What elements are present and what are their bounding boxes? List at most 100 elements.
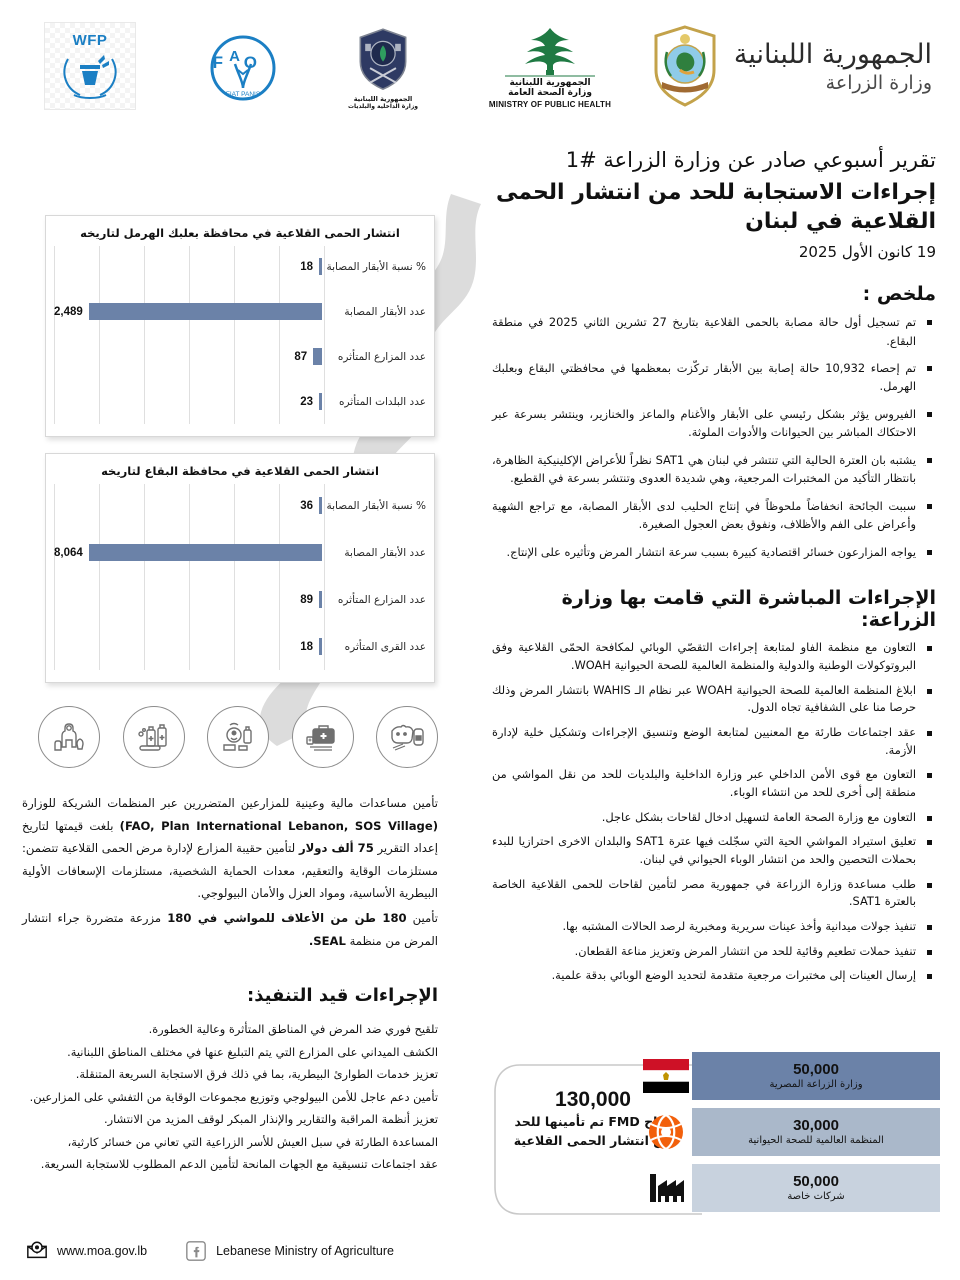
livestock-feed-icon bbox=[376, 706, 438, 768]
vaccine-source-row: 50,000 شركات خاصة bbox=[640, 1164, 940, 1212]
list-item: طلب مساعدة وزارة الزراعة في جمهورية مصر … bbox=[492, 876, 936, 911]
chart1-val-1: 2,489 bbox=[54, 305, 83, 318]
list-item: التعاون مع وزارة الصحة العامة لتسهيل ادخ… bbox=[492, 809, 936, 827]
chart1-barwrap-2: 87 bbox=[54, 344, 322, 370]
list-item: الكشف الميداني على المزارع التي يتم التب… bbox=[67, 1044, 438, 1059]
mail-globe-icon bbox=[27, 1241, 47, 1259]
moph-caption-en: MINISTRY OF PUBLIC HEALTH bbox=[488, 99, 612, 109]
chart1-val-3: 23 bbox=[300, 395, 313, 408]
medicine-bottles-icon bbox=[122, 706, 185, 768]
list-item: تعليق استيراد المواشي الحية التي سجّلت ف… bbox=[492, 833, 936, 868]
chart1-bar-0 bbox=[319, 258, 322, 275]
fao-motto: FIAT PANIS bbox=[226, 91, 261, 98]
support-paragraph-1: تأمين مساعدات مالية وعينية للمزارعين الم… bbox=[22, 792, 438, 905]
chart2-plot: % نسبة الأبقار المصابة 36 عدد الأبقار ال… bbox=[46, 482, 434, 676]
chart1-barwrap-1: 2,489 bbox=[54, 299, 322, 325]
chart1-cat-0: % نسبة الأبقار المصابة bbox=[326, 260, 426, 273]
vaccine-source-name: المنظمة العالمية للصحة الحيوانية bbox=[748, 1135, 884, 1147]
list-item: التعاون مع قوى الأمن الداخلي عبر وزارة ا… bbox=[492, 766, 936, 801]
chart2-val-3: 18 bbox=[300, 640, 313, 653]
list-item: يشتبه بان العترة الحالية التي تنتشر في ل… bbox=[492, 451, 936, 488]
chart2-title: انتشار الحمى القلاعية في محافظة البقاع ل… bbox=[101, 464, 379, 478]
fao-emblem-icon: F A O FIAT PANIS bbox=[210, 35, 276, 101]
chart2-barwrap-0: 36 bbox=[54, 493, 322, 519]
chart2-val-1: 8,064 bbox=[54, 546, 83, 559]
list-item: عقد اجتماعات تنسيقية مع الجهات المانحة ل… bbox=[40, 1157, 438, 1172]
vaccine-bar-woah: 30,000 المنظمة العالمية للصحة الحيوانية bbox=[692, 1108, 940, 1156]
chart1-bar-3 bbox=[319, 393, 322, 410]
support-p1-post: لتأمين حقيبة المزارع لإدارة مرض الحمى ال… bbox=[22, 841, 438, 901]
first-aid-kit-icon bbox=[291, 706, 354, 768]
chart1-cat-2: عدد المزارع المتأثره bbox=[337, 350, 426, 363]
chart2-val-0: 36 bbox=[300, 499, 313, 512]
summary-list: تم تسجيل أول حالة مصابة بالحمى القلاعية … bbox=[492, 313, 936, 561]
website-item[interactable]: www.moa.gov.lb bbox=[26, 1240, 147, 1262]
chart1-barwrap-3: 23 bbox=[54, 389, 322, 415]
right-column: تقرير أسبوعي صادر عن وزارة الزراعة #1 إج… bbox=[492, 148, 936, 992]
woah-logo-icon bbox=[640, 1109, 692, 1155]
list-item: تعزيز خدمات الطوارئ البيطرية، بما في ذلك… bbox=[75, 1067, 438, 1082]
support-p2-org: SEAL. bbox=[308, 933, 346, 948]
vaccine-bar-private: 50,000 شركات خاصة bbox=[692, 1164, 940, 1212]
direct-actions-list: التعاون مع منظمة الفاو لمتابعة إجراءات ا… bbox=[492, 639, 936, 985]
chart1-title: انتشار الحمى القلاعية في محافظة بعلبك ال… bbox=[80, 226, 400, 240]
isf-caption-ar: الجمهورية اللبنانية bbox=[353, 95, 413, 103]
list-item: يواجه المزارعون خسائر اقتصادية كبيرة بسب… bbox=[492, 543, 936, 561]
chart2-row: عدد المزارع المتأثره 89 bbox=[54, 587, 426, 613]
fao-logo: F A O FIAT PANIS bbox=[205, 34, 281, 102]
list-item: تنفيذ حملات تطعيم وقائية للحد من انتشار … bbox=[492, 943, 936, 961]
support-p2-pre: تأمين bbox=[406, 910, 438, 925]
cedar-tree-icon bbox=[505, 27, 595, 76]
chart1-row: عدد المزارع المتأثره 87 bbox=[54, 344, 426, 370]
facebook-item[interactable]: Lebanese Ministry of Agriculture bbox=[185, 1240, 394, 1262]
chart2-barwrap-1: 8,064 bbox=[54, 540, 322, 566]
vaccine-source-row: 50,000 وزارة الزراعة المصرية bbox=[640, 1052, 940, 1100]
implementation-list: تلقيح فوري ضد المرض في المناطق المتأثرة … bbox=[22, 1018, 438, 1176]
vaccine-amount: 50,000 bbox=[793, 1172, 839, 1190]
support-p2-post: مزرعة متضررة جراء انتشار المرض من منظمة bbox=[22, 910, 438, 948]
chart2-row: عدد القرى المتأثره 18 bbox=[54, 634, 426, 660]
list-item: المساعدة الطارئة في سبل العيش للأسر الزر… bbox=[67, 1134, 438, 1149]
support-kit-icons bbox=[38, 706, 438, 768]
support-p2-amount: 180 طن من الأعلاف للمواشي في 180 bbox=[167, 910, 407, 925]
moa-logo-block: الجمهورية اللبنانية وزارة الزراعة bbox=[650, 24, 932, 108]
chart2-rows: % نسبة الأبقار المصابة 36 عدد الأبقار ال… bbox=[54, 482, 426, 670]
chart1-rows: % نسبة الأبقار المصابة 18 عدد الأبقار ال… bbox=[54, 244, 426, 424]
moph-logo: الجمهورية اللبنانية وزارة الصحة العامة M… bbox=[470, 24, 630, 110]
support-text-block: تأمين مساعدات مالية وعينية للمزارعين الم… bbox=[22, 792, 438, 954]
svg-text:F: F bbox=[213, 53, 223, 72]
wfp-logo: WFP bbox=[44, 22, 136, 110]
vaccine-source-rows: 50,000 وزارة الزراعة المصرية 30,000 المن… bbox=[640, 1052, 940, 1220]
moa-title-line2: وزارة الزراعة bbox=[825, 71, 932, 94]
chart1-cat-3: عدد البلدات المتأثره bbox=[339, 395, 426, 408]
egypt-flag-icon bbox=[640, 1053, 692, 1099]
list-item: تأمين دعم عاجل للأمن البيولوجي وتوزيع مج… bbox=[29, 1089, 438, 1104]
vaccine-total-block: 130,000 لقاح FMD تم تأمينها للحد من انتش… bbox=[508, 1088, 678, 1151]
support-p1-amount: 75 ألف دولار bbox=[298, 841, 374, 856]
chart1-val-0: 18 bbox=[300, 260, 313, 273]
chart1-plot: % نسبة الأبقار المصابة 18 عدد الأبقار ال… bbox=[46, 244, 434, 430]
chart-bekaa: انتشار الحمى القلاعية في محافظة البقاع ل… bbox=[45, 453, 435, 683]
support-p1-orgs: (FAO, Plan International Lebanon, SOS Vi… bbox=[119, 818, 438, 833]
vaccine-summary-panel: 130,000 لقاح FMD تم تأمينها للحد من انتش… bbox=[490, 1052, 940, 1227]
vaccine-total-number: 130,000 bbox=[555, 1088, 631, 1111]
header-logos: WFP F A O FIAT PANIS bbox=[0, 0, 960, 128]
chart1-cat-1: عدد الأبقار المصابة bbox=[344, 305, 426, 318]
moph-caption-ar1: الجمهورية اللبنانية bbox=[509, 77, 591, 88]
vaccine-source-name: شركات خاصة bbox=[787, 1191, 845, 1203]
chart1-barwrap-0: 18 bbox=[54, 254, 322, 280]
vaccine-source-row: 30,000 المنظمة العالمية للصحة الحيوانية bbox=[640, 1108, 940, 1156]
chart2-bar-3 bbox=[319, 638, 322, 655]
chart2-row: % نسبة الأبقار المصابة 36 bbox=[54, 493, 426, 519]
support-paragraph-2: تأمين 180 طن من الأعلاف للمواشي في 180 م… bbox=[22, 907, 438, 952]
factory-icon bbox=[640, 1165, 692, 1211]
facebook-icon bbox=[186, 1241, 206, 1261]
report-date: 19 كانون الأول 2025 bbox=[798, 243, 936, 262]
list-item: سببت الجائحة انخفاضاً ملحوظاً في إنتاج ا… bbox=[492, 497, 936, 534]
wfp-label: WFP bbox=[72, 31, 108, 49]
chart1-row: % نسبة الأبقار المصابة 18 bbox=[54, 254, 426, 280]
list-item: تم إحصاء 10,932 حالة إصابة بين الأبقار ت… bbox=[492, 359, 936, 396]
isf-shield-icon bbox=[359, 28, 407, 91]
chart2-barwrap-3: 18 bbox=[54, 634, 322, 660]
chart2-cat-3: عدد القرى المتأثره bbox=[344, 640, 426, 653]
